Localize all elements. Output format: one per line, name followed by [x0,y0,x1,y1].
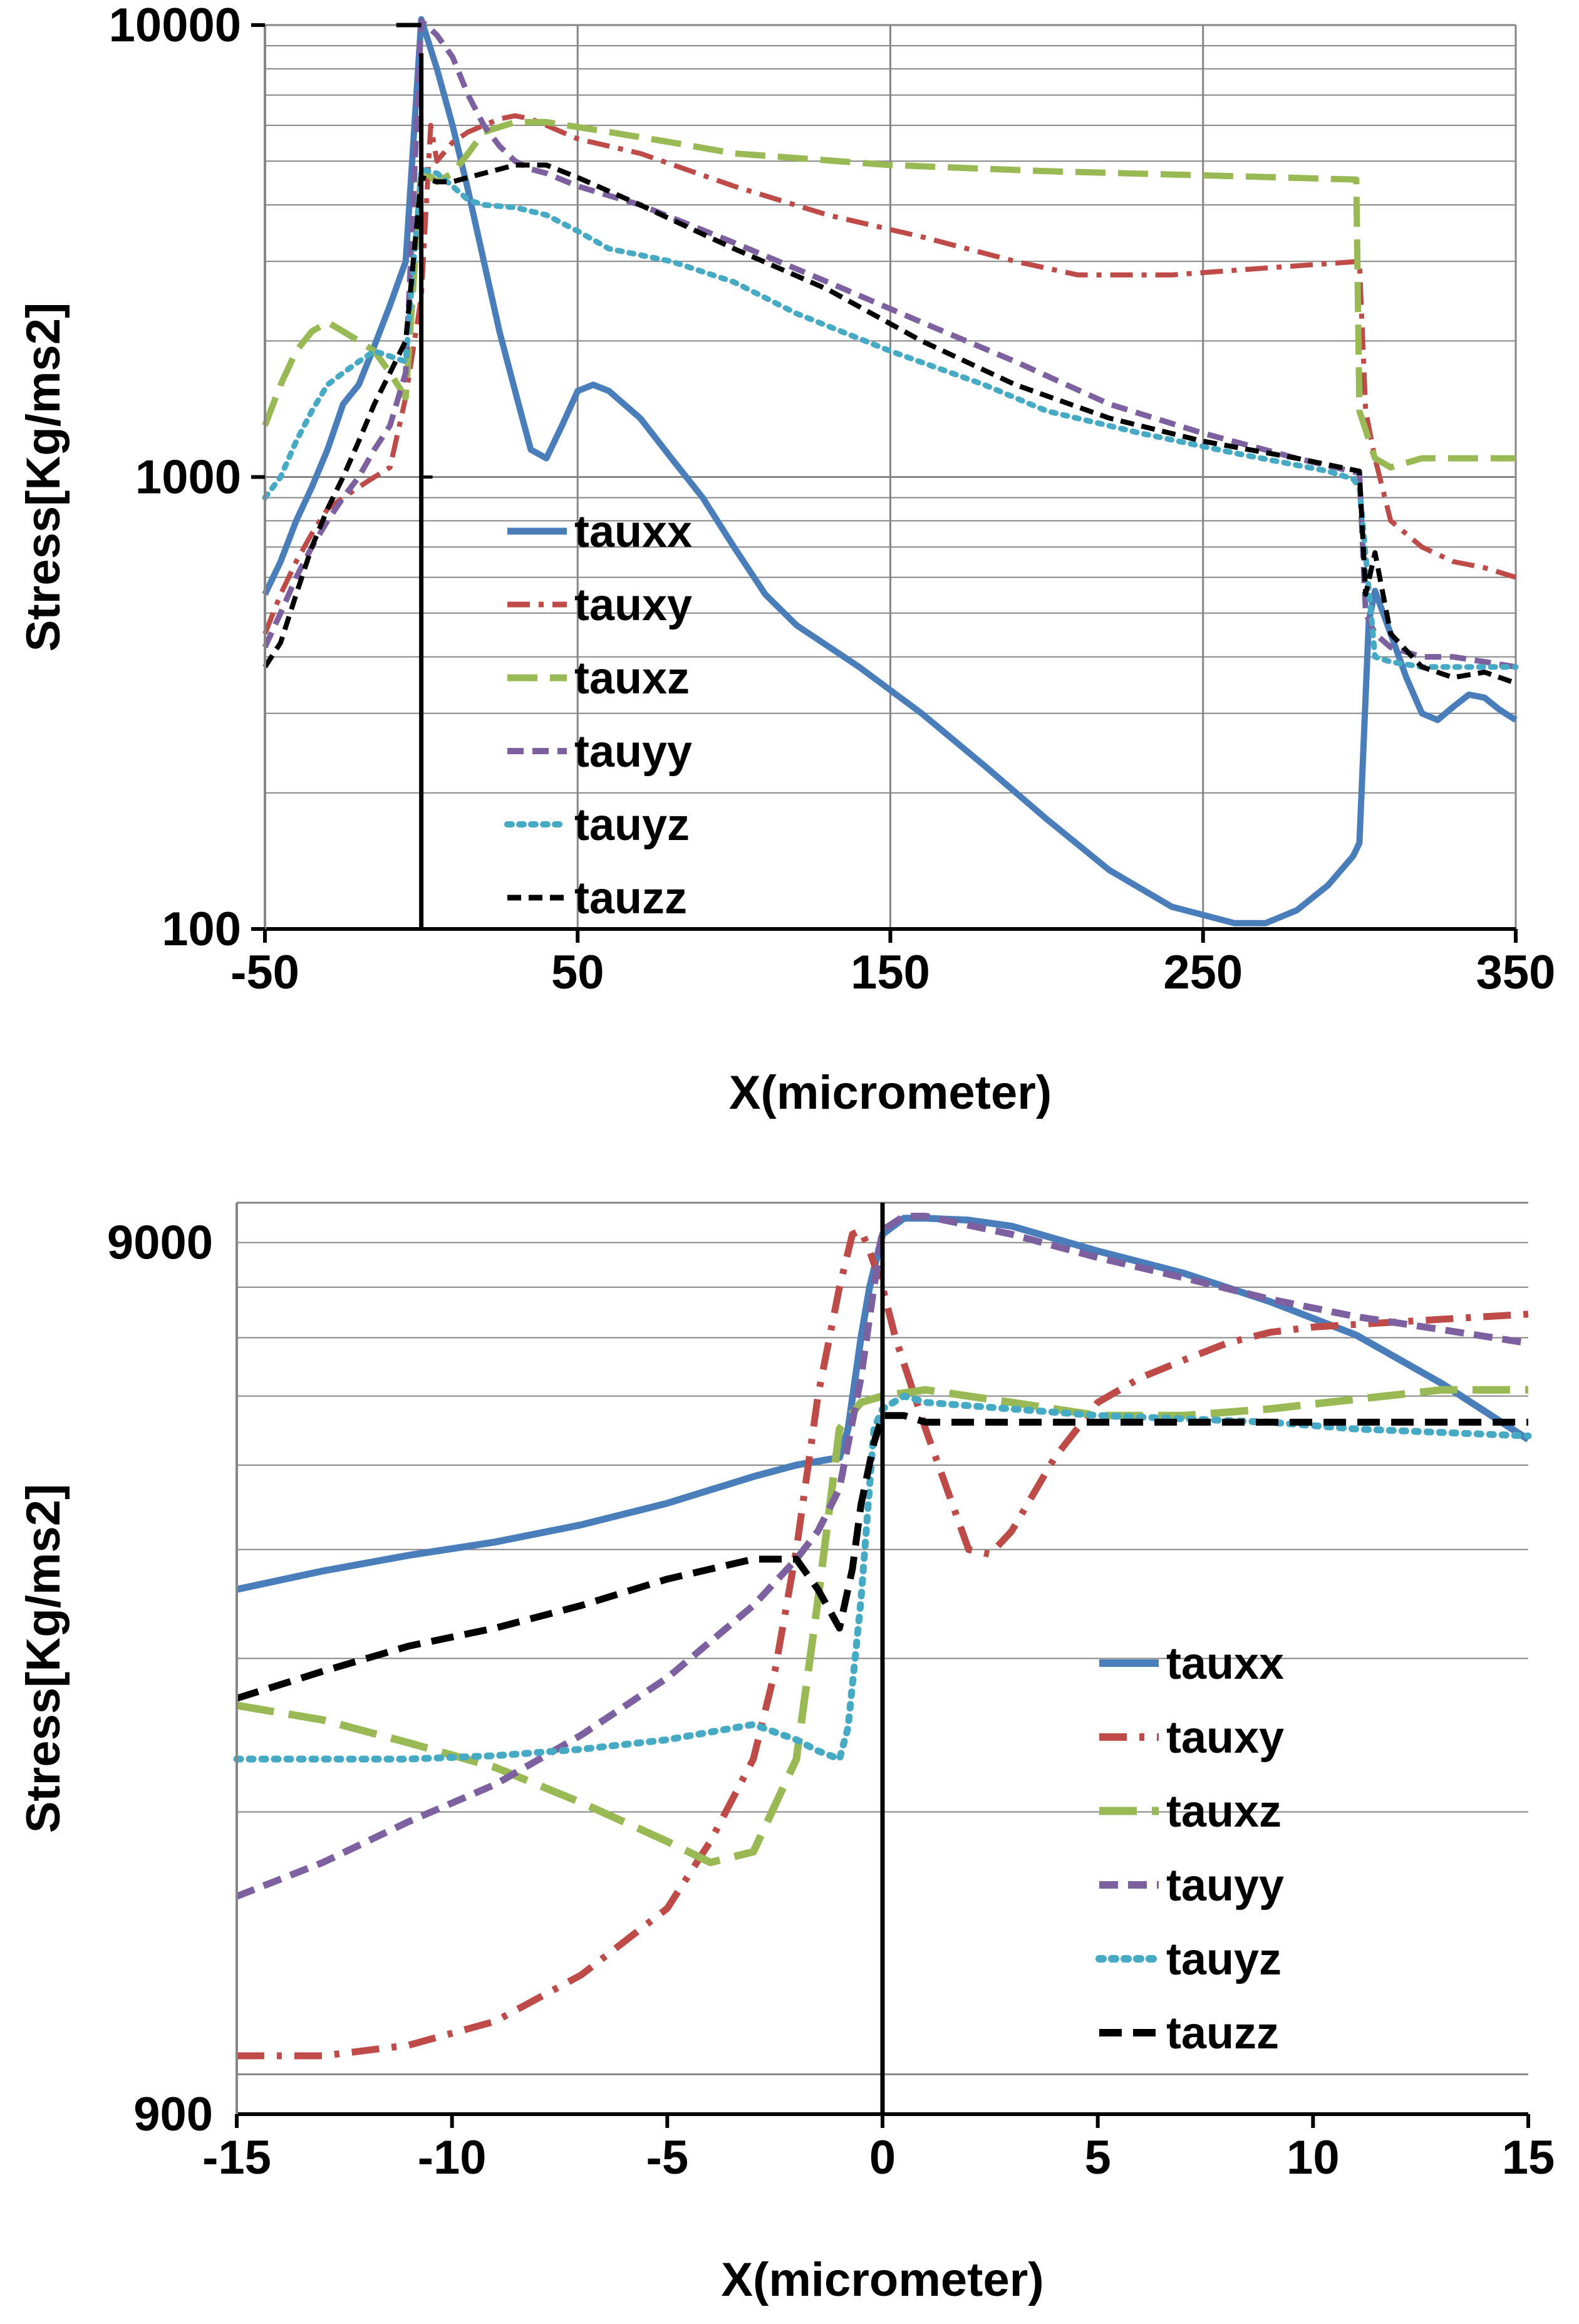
x-axis-ticks: -15 -10 -5 0 5 10 15 [202,2114,1555,2184]
series-line-tauxx [262,16,1518,926]
x-tick-label: 10 [1286,2131,1340,2184]
y-tick-label: 900 [133,2088,213,2141]
x-tick-label: 15 [1502,2131,1555,2184]
y-tick-label: 100 [162,903,241,956]
chart-bottom: -15 -10 -5 0 5 10 15 900 9000 X(micrometer) Str… [17,1201,1555,2306]
x-axis-title: X(micrometer) [729,1066,1052,1119]
x-tick-label: -15 [202,2131,271,2184]
series-line-tauyz [233,1393,1532,1763]
legend: tauxx tauxy tauxz tauyy tauyz tauzz [504,507,692,923]
series-line-tauxz [262,118,1516,471]
chart-top: -50 50 150 250 350 100 1000 10000 X(micrometer… [17,0,1555,1119]
x-tick-label: -10 [418,2131,487,2184]
series-lines [233,1213,1532,2060]
x-tick-label: -50 [230,946,299,999]
legend-label-tauxy: tauxy [1166,1713,1284,1763]
x-tick-label: 350 [1476,946,1556,999]
legend-label-tauyz: tauyz [1166,1934,1281,1984]
legend-label-tauyz: tauyz [574,800,690,850]
x-tick-label: 50 [551,946,604,999]
x-tick-label: 250 [1163,946,1243,999]
legend-label-tauxz: tauxz [574,653,690,703]
legend: tauxx tauxy tauxz tauyy tauyz tauzz [1095,1639,1284,2058]
series-line-tauzz [236,1412,1528,1702]
legend-label-tauzz: tauzz [1166,2008,1279,2058]
y-tick-label: 9000 [107,1216,213,1270]
y-tick-label: 10000 [109,0,241,52]
y-axis-ticks: 100 1000 10000 [109,0,265,956]
legend-label-tauxy: tauxy [574,580,692,630]
legend-label-tauzz: tauzz [574,873,687,923]
legend-label-tauxx: tauxx [1166,1639,1284,1689]
x-tick-label: 5 [1085,2131,1111,2184]
x-tick-label: -5 [646,2131,689,2184]
x-axis-ticks: -50 50 150 250 350 [230,929,1555,999]
y-axis-ticks: 900 9000 [107,1216,213,2141]
legend-label-tauyy: tauyy [574,727,692,777]
y-axis-title: Stress[Kg/ms2] [17,1484,70,1834]
x-axis-title: X(micrometer) [721,2253,1043,2306]
y-axis-title: Stress[Kg/ms2] [17,303,70,652]
legend-label-tauyy: tauyy [1166,1860,1284,1911]
series-line-tauxz [236,1386,1528,1867]
x-tick-label: 0 [869,2131,896,2184]
series-lines [262,16,1519,926]
series-line-tauyy [235,1213,1529,1900]
x-tick-label: 150 [851,946,930,999]
legend-label-tauxx: tauxx [574,507,692,557]
legend-label-tauxz: tauxz [1166,1787,1281,1837]
y-tick-label: 1000 [135,451,241,504]
series-line-tauzz [262,162,1517,686]
